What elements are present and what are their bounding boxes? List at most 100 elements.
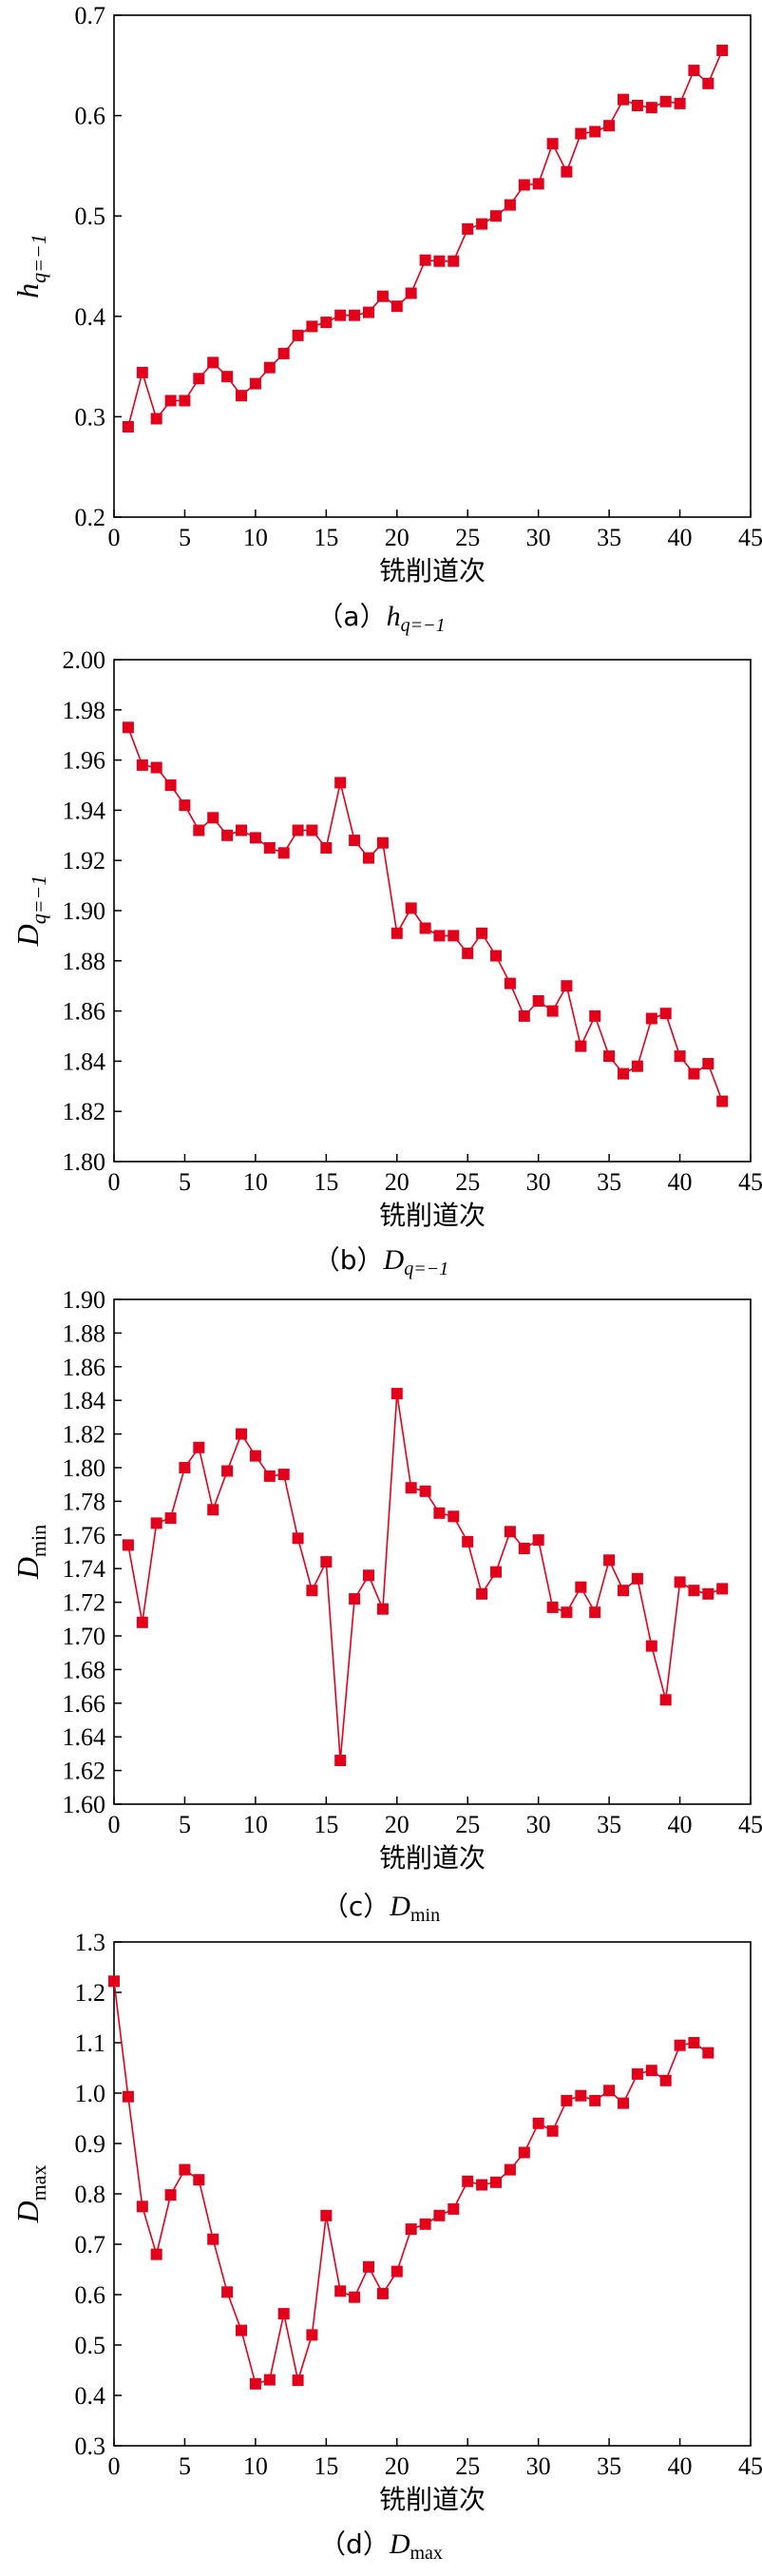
data-point <box>659 95 672 107</box>
y-tick-label: 1.84 <box>63 1387 106 1414</box>
y-tick-label: 0.3 <box>75 403 106 431</box>
data-point <box>334 1755 347 1766</box>
data-point <box>504 199 516 211</box>
data-point <box>236 1428 247 1440</box>
data-point <box>532 995 544 1007</box>
panel-caption-sub: q=−1 <box>404 1259 448 1279</box>
panel-caption: （d）Dmax（d）D_max <box>319 2528 443 2564</box>
y-tick-label: 1.68 <box>63 1656 106 1683</box>
x-tick-label: 15 <box>314 524 338 551</box>
data-point <box>221 2286 234 2298</box>
panel-caption-prefix: （d） <box>319 2528 390 2560</box>
data-point <box>391 927 403 939</box>
y-tick-label: 0.7 <box>75 2231 106 2259</box>
data-point <box>306 320 318 333</box>
x-tick-label: 15 <box>314 1811 338 1838</box>
data-point <box>716 1583 729 1595</box>
panel-caption-main: D <box>389 1891 410 1922</box>
data-point <box>603 1554 616 1567</box>
data-point <box>589 1009 601 1022</box>
data-point <box>221 1465 234 1477</box>
y-tick-label: 1.78 <box>63 1488 106 1515</box>
data-point <box>320 317 333 329</box>
data-point <box>659 1694 672 1706</box>
data-point <box>292 329 304 341</box>
data-point <box>476 2179 488 2191</box>
x-tick-label: 5 <box>179 1168 191 1196</box>
data-point <box>150 413 162 425</box>
data-point <box>363 852 374 864</box>
panel-caption-sub: max <box>410 2543 443 2564</box>
y-tick-label: 1.0 <box>75 2080 106 2107</box>
y-tick-label: 1.80 <box>63 1454 106 1482</box>
data-point <box>702 2047 714 2059</box>
data-point <box>518 1009 530 1022</box>
y-axis-label-sub: q=−1 <box>27 234 50 283</box>
panel-caption-main: D <box>389 2528 410 2560</box>
data-point <box>334 2285 347 2297</box>
x-tick-label: 30 <box>526 1168 551 1196</box>
data-point <box>716 1095 729 1107</box>
data-point <box>376 2287 389 2299</box>
data-point <box>462 2175 474 2187</box>
y-tick-label: 1.86 <box>63 998 106 1026</box>
data-point <box>363 1569 374 1582</box>
y-tick-label: 0.2 <box>75 504 106 531</box>
y-axis-label-sub: max <box>27 2165 50 2201</box>
data-point <box>221 829 234 841</box>
data-point <box>419 2218 431 2230</box>
data-point <box>433 1507 446 1519</box>
chart-panel-3: 0 5 10 15 20 25 30 35 40 45 0.3 0.4 0.5 0.6 0.7 0.8 0.9 1… <box>10 1929 762 2564</box>
data-point <box>645 102 657 114</box>
x-tick-label: 25 <box>455 2452 480 2480</box>
data-point <box>249 1450 261 1462</box>
data-point <box>448 1510 460 1523</box>
y-tick-label: 0.4 <box>75 303 106 331</box>
y-tick-label: 1.88 <box>63 1319 106 1347</box>
data-point <box>349 1593 361 1605</box>
panel-caption-sub: min <box>410 1905 440 1926</box>
data-point <box>490 210 502 222</box>
data-point <box>419 254 431 266</box>
x-tick-label: 20 <box>385 524 410 551</box>
data-point <box>476 927 488 939</box>
y-tick-label: 0.5 <box>75 202 106 230</box>
panel-caption-prefix: （c） <box>322 1891 390 1922</box>
data-point <box>716 45 729 56</box>
data-point <box>561 1606 573 1619</box>
y-tick-label: 0.6 <box>75 2281 106 2309</box>
data-point <box>207 1504 219 1516</box>
data-point <box>504 1526 516 1538</box>
y-tick-label: 1.96 <box>63 747 106 775</box>
data-point <box>532 178 544 190</box>
y-tick-label: 1.74 <box>63 1555 106 1583</box>
x-axis-label: 铣削道次 <box>379 2484 486 2515</box>
x-tick-label: 5 <box>179 1811 191 1838</box>
series-line <box>127 727 723 1102</box>
data-point <box>391 2265 403 2278</box>
data-point <box>589 2094 601 2106</box>
x-tick-label: 20 <box>385 1811 410 1838</box>
data-point <box>674 1576 686 1588</box>
data-point <box>221 371 234 383</box>
x-axis-label: 铣削道次 <box>379 555 486 586</box>
data-point <box>603 2085 616 2097</box>
data-point <box>688 65 700 77</box>
x-tick-label: 30 <box>526 524 551 551</box>
x-tick-label: 35 <box>597 1168 621 1196</box>
data-point <box>363 2260 374 2273</box>
data-point <box>603 120 616 132</box>
x-tick-label: 15 <box>314 1168 338 1196</box>
x-axis-label: 铣削道次 <box>379 1842 486 1874</box>
x-tick-label: 5 <box>179 524 191 551</box>
panel-caption: （c）Dmin（c）D_min <box>322 1891 440 1926</box>
data-point <box>376 290 389 302</box>
panel-caption: （b）Dq=−1（b）D_{q=−1} <box>314 1244 448 1279</box>
data-point <box>618 2097 629 2109</box>
data-point <box>164 394 177 407</box>
data-point <box>164 2189 177 2201</box>
plot-frame <box>113 14 752 518</box>
data-point <box>476 218 488 230</box>
panel-caption-prefix: （a） <box>316 601 386 632</box>
data-point <box>631 1572 643 1585</box>
